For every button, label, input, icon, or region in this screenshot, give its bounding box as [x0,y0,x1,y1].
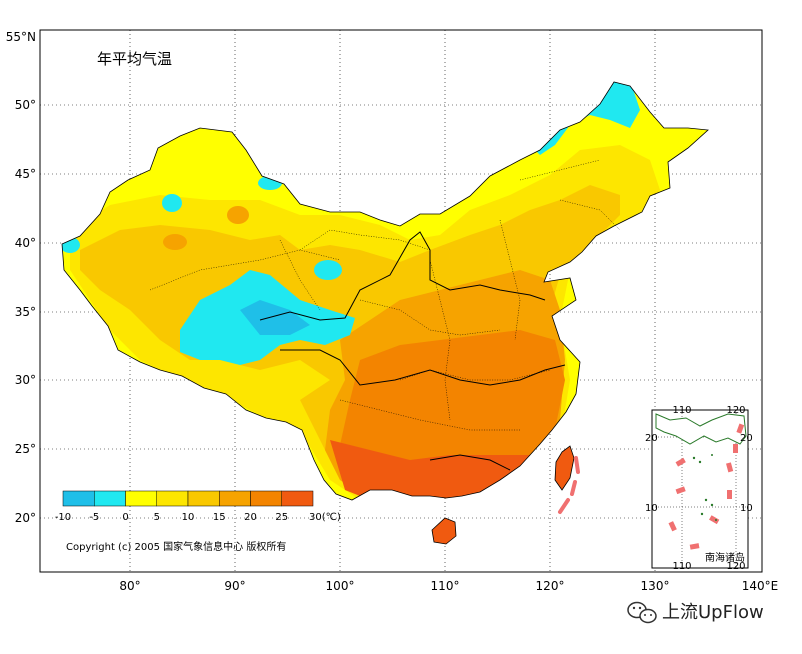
copyright-text: Copyright (c) 2005 国家气象信息中心 版权所有 [66,540,286,553]
map-title: 年平均气温 [97,50,172,68]
x-tick-label: 120° [536,579,565,593]
wechat-icon [627,601,657,624]
legend-swatch [281,490,314,507]
inset-top-tick: 120 [726,405,745,416]
maritime-boundary-dashes [558,456,580,514]
legend-swatch [187,490,220,507]
inset-left-tick: 20 [645,433,658,444]
legend-swatch [250,490,282,507]
legend-label: 15 [213,512,226,523]
x-tick-label: 100° [326,579,355,593]
inset-bottom-tick: 110 [672,561,691,572]
x-tick-label: 90° [224,579,245,593]
legend-label: 25 [275,512,288,523]
y-axis-ticks: 55°N 50° 45° 40° 35° 30° 25° 20° [6,30,36,525]
watermark-text: 上流UpFlow [662,602,764,623]
legend-swatch [62,490,95,507]
y-tick-label: 35° [15,305,36,319]
legend-label: -5 [89,512,99,523]
legend-label: -10 [55,512,71,523]
x-tick-label: 80° [119,579,140,593]
legend-label: 20 [244,512,257,523]
legend-swatch [219,490,251,507]
legend-swatch [125,490,157,507]
x-tick-label: 110° [431,579,460,593]
y-tick-label: 40° [15,236,36,250]
china-border [61,81,709,501]
province-boundaries [149,159,621,431]
legend-label: 5 [154,512,160,523]
y-tick-label: 25° [15,442,36,456]
y-tick-label: 30° [15,373,36,387]
inset-bottom-tick: 120 [726,561,745,572]
x-axis-ticks: 80° 90° 100° 110° 120° 130° 140°E [119,579,778,593]
legend: -10 -5 0 5 10 15 20 25 30(℃) [55,490,341,523]
y-tick-label: 45° [15,167,36,181]
y-tick-label: 20° [15,511,36,525]
x-tick-label: 140°E [742,579,779,593]
inset-right-tick: 10 [740,503,753,514]
x-tick-label: 130° [641,579,670,593]
legend-label: 10 [182,512,195,523]
legend-swatch [156,490,189,507]
inset-right-tick: 20 [740,433,753,444]
hainan-island [431,517,457,545]
y-tick-label: 55°N [6,30,36,44]
inset-top-tick: 110 [672,405,691,416]
y-tick-label: 50° [15,98,36,112]
legend-label: 0 [122,512,128,523]
legend-swatch [94,490,126,507]
rivers [259,231,566,471]
taiwan-island [554,445,575,491]
watermark: 上流UpFlow [627,601,764,624]
inset-title: 南海诸岛 [705,551,745,564]
legend-label: 30(℃) [309,512,341,523]
south-china-sea-inset: 110 120 110 120 20 10 20 10 南海诸岛 [645,405,753,572]
inset-left-tick: 10 [645,503,658,514]
